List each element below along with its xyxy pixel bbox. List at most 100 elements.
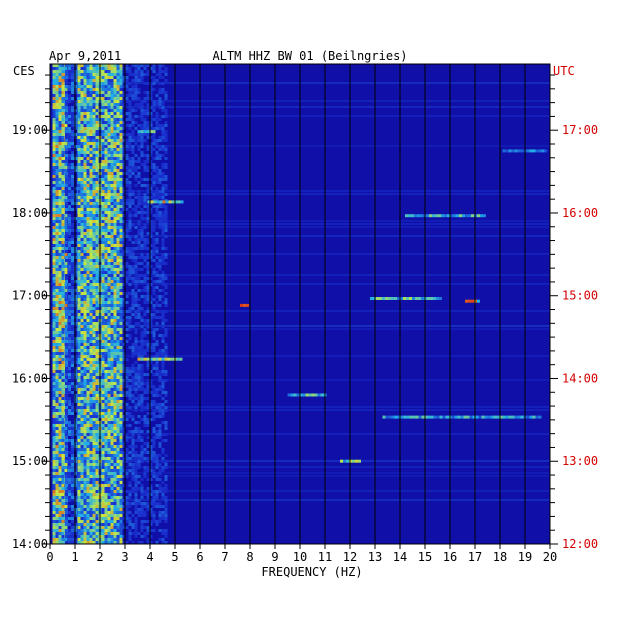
heatmap-cell [101, 193, 105, 196]
heatmap-cell [113, 91, 117, 94]
heatmap-cell [152, 223, 156, 226]
heatmap-cell [104, 484, 108, 487]
heatmap-cell [125, 154, 129, 157]
heatmap-cell [119, 379, 123, 382]
heatmap-cell [146, 157, 150, 160]
heatmap-cell [68, 217, 71, 220]
heatmap-cell [119, 259, 123, 262]
heatmap-cell [161, 106, 165, 109]
heatmap-cell [92, 166, 96, 169]
heatmap-cell [125, 328, 129, 331]
heatmap-cell [161, 379, 165, 382]
heatmap-cell [116, 259, 120, 262]
heatmap-cell [52, 283, 56, 286]
heatmap-cell [140, 376, 144, 379]
heatmap-cell [161, 241, 165, 244]
heatmap-cell [155, 304, 159, 307]
heatmap-cell [86, 178, 90, 181]
heatmap-cell [101, 454, 105, 457]
heatmap-cell [113, 469, 117, 472]
heatmap-cell [104, 499, 108, 502]
heatmap-cell [95, 523, 99, 526]
heatmap-cell [58, 436, 62, 439]
heatmap-cell [125, 226, 129, 229]
heatmap-cell [83, 202, 87, 205]
heatmap-cell [149, 277, 153, 280]
heatmap-cell [55, 253, 59, 256]
heatmap-cell [95, 190, 99, 193]
heatmap-cell [131, 151, 135, 154]
heatmap-cell [65, 70, 68, 73]
heatmap-cell [152, 385, 156, 388]
heatmap-cell [95, 247, 99, 250]
heatmap-cell [104, 415, 108, 418]
heatmap-cell [137, 427, 141, 430]
heatmap-cell [128, 370, 132, 373]
heatmap-cell [104, 517, 108, 520]
heatmap-cell [55, 490, 59, 493]
heatmap-cell [86, 175, 90, 178]
heatmap-cell [107, 73, 111, 76]
heatmap-cell [122, 229, 126, 232]
heatmap-cell [113, 112, 117, 115]
heatmap-cell [65, 361, 68, 364]
heatmap-cell [80, 190, 84, 193]
heatmap-cell [92, 367, 96, 370]
heatmap-cell [83, 445, 87, 448]
heatmap-cell [55, 268, 59, 271]
heatmap-cell [77, 115, 81, 118]
heatmap-cell [119, 304, 123, 307]
heatmap-cell [104, 469, 108, 472]
heatmap-cell [89, 328, 93, 331]
heatmap-cell [86, 256, 90, 259]
heatmap-cell [146, 178, 150, 181]
heatmap-cell [52, 106, 56, 109]
heatmap-cell [52, 133, 56, 136]
heatmap-cell [65, 460, 68, 463]
heatmap-cell [113, 292, 117, 295]
heatmap-cell [71, 226, 74, 229]
heatmap-cell [107, 256, 111, 259]
heatmap-cell [131, 292, 135, 295]
heatmap-cell [52, 316, 56, 319]
heatmap-cell [80, 280, 84, 283]
heatmap-cell [58, 175, 62, 178]
heatmap-cell [95, 496, 99, 499]
heatmap-cell [89, 403, 93, 406]
heatmap-cell [68, 307, 71, 310]
heatmap-cell [107, 169, 111, 172]
heatmap-cell [143, 154, 147, 157]
heatmap-cell [68, 457, 71, 460]
heatmap-cell [110, 97, 114, 100]
heatmap-cell [146, 322, 150, 325]
heatmap-cell [110, 67, 114, 70]
heatmap-cell [119, 97, 123, 100]
heatmap-cell [134, 409, 138, 412]
heatmap-cell [58, 292, 62, 295]
heatmap-cell [65, 97, 68, 100]
heatmap-cell [92, 286, 96, 289]
heatmap-cell [101, 223, 105, 226]
heatmap-cell [52, 331, 56, 334]
heatmap-cell [155, 343, 159, 346]
heatmap-cell [77, 301, 81, 304]
heatmap-cell [125, 271, 129, 274]
heatmap-cell [65, 151, 68, 154]
heatmap-cell [52, 478, 56, 481]
heatmap-cell [80, 511, 84, 514]
heatmap-cell [95, 406, 99, 409]
heatmap-cell [55, 454, 59, 457]
heatmap-cell [71, 265, 74, 268]
heatmap-cell [55, 232, 59, 235]
heatmap-cell [86, 511, 90, 514]
heatmap-cell [65, 235, 68, 238]
heatmap-cell [61, 466, 65, 469]
heatmap-cell [158, 211, 162, 214]
heatmap-cell [116, 454, 120, 457]
heatmap-cell [116, 418, 120, 421]
heatmap-cell [95, 118, 99, 121]
heatmap-cell [113, 460, 117, 463]
heatmap-cell [152, 220, 156, 223]
heatmap-cell [71, 325, 74, 328]
heatmap-cell [89, 307, 93, 310]
